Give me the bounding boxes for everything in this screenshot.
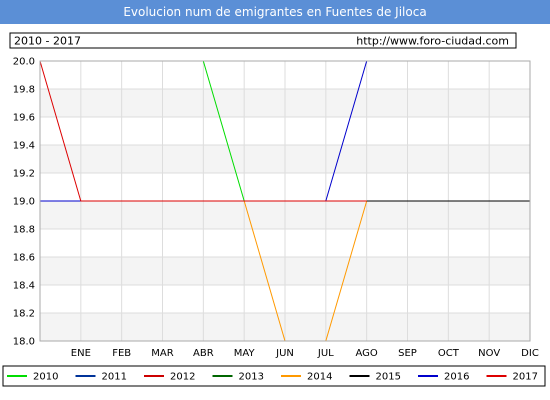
y-tick-label: 18.6 <box>13 253 35 264</box>
y-tick-label: 19.4 <box>13 141 35 152</box>
x-axis-tick-labels: ENE FEB MAR ABR MAY JUN JUL AGO SEP OCT NOV DIC <box>71 348 539 359</box>
x-tick-label: OCT <box>438 348 460 359</box>
x-tick-label: NOV <box>478 348 500 359</box>
y-tick-label: 18.4 <box>13 281 35 292</box>
y-tick-label: 18.2 <box>13 309 35 320</box>
legend-frame <box>2 365 546 387</box>
y-tick-label: 18.8 <box>13 225 35 236</box>
legend: 2010 2011 2012 2013 2014 2015 2016 2017 <box>7 372 538 383</box>
info-box: 2010 - 2017 http://www.foro-ciudad.com <box>9 32 517 49</box>
legend-label-2013: 2013 <box>239 372 264 383</box>
x-tick-label: ABR <box>193 348 214 359</box>
legend-label-2012: 2012 <box>170 372 195 383</box>
y-tick-label: 19.8 <box>13 85 35 96</box>
x-tick-label: ENE <box>71 348 91 359</box>
info-box-frame <box>9 32 517 49</box>
y-tick-label: 19.2 <box>13 169 35 180</box>
info-url[interactable]: http://www.foro-ciudad.com <box>356 35 509 48</box>
y-tick-label: 19.0 <box>13 197 35 208</box>
legend-label-2011: 2011 <box>102 372 127 383</box>
legend-label-2015: 2015 <box>376 372 401 383</box>
x-tick-label: AGO <box>356 348 378 359</box>
x-tick-label: FEB <box>112 348 131 359</box>
x-tick-label: DIC <box>521 348 539 359</box>
x-tick-label: SEP <box>398 348 417 359</box>
plot-frame <box>39 60 531 342</box>
legend-label-2010: 2010 <box>33 372 58 383</box>
x-tick-label: MAY <box>234 348 256 359</box>
info-period: 2010 - 2017 <box>14 35 81 48</box>
x-tick-label: JUN <box>275 348 294 359</box>
y-tick-label: 19.6 <box>13 113 35 124</box>
legend-label-2016: 2016 <box>444 372 469 383</box>
y-axis-tick-labels: 18.0 18.2 18.4 18.6 18.8 19.0 19.2 19.4 19.6 19.8… <box>13 57 35 348</box>
y-tick-label: 20.0 <box>13 57 35 68</box>
chart-title: Evolucion num de emigrantes en Fuentes d… <box>0 0 550 24</box>
x-tick-label: MAR <box>151 348 173 359</box>
legend-label-2017: 2017 <box>513 372 538 383</box>
x-tick-label: JUL <box>317 348 334 359</box>
legend-label-2014: 2014 <box>307 372 332 383</box>
y-tick-label: 18.0 <box>13 337 35 348</box>
series-line-2017 <box>39 60 367 202</box>
